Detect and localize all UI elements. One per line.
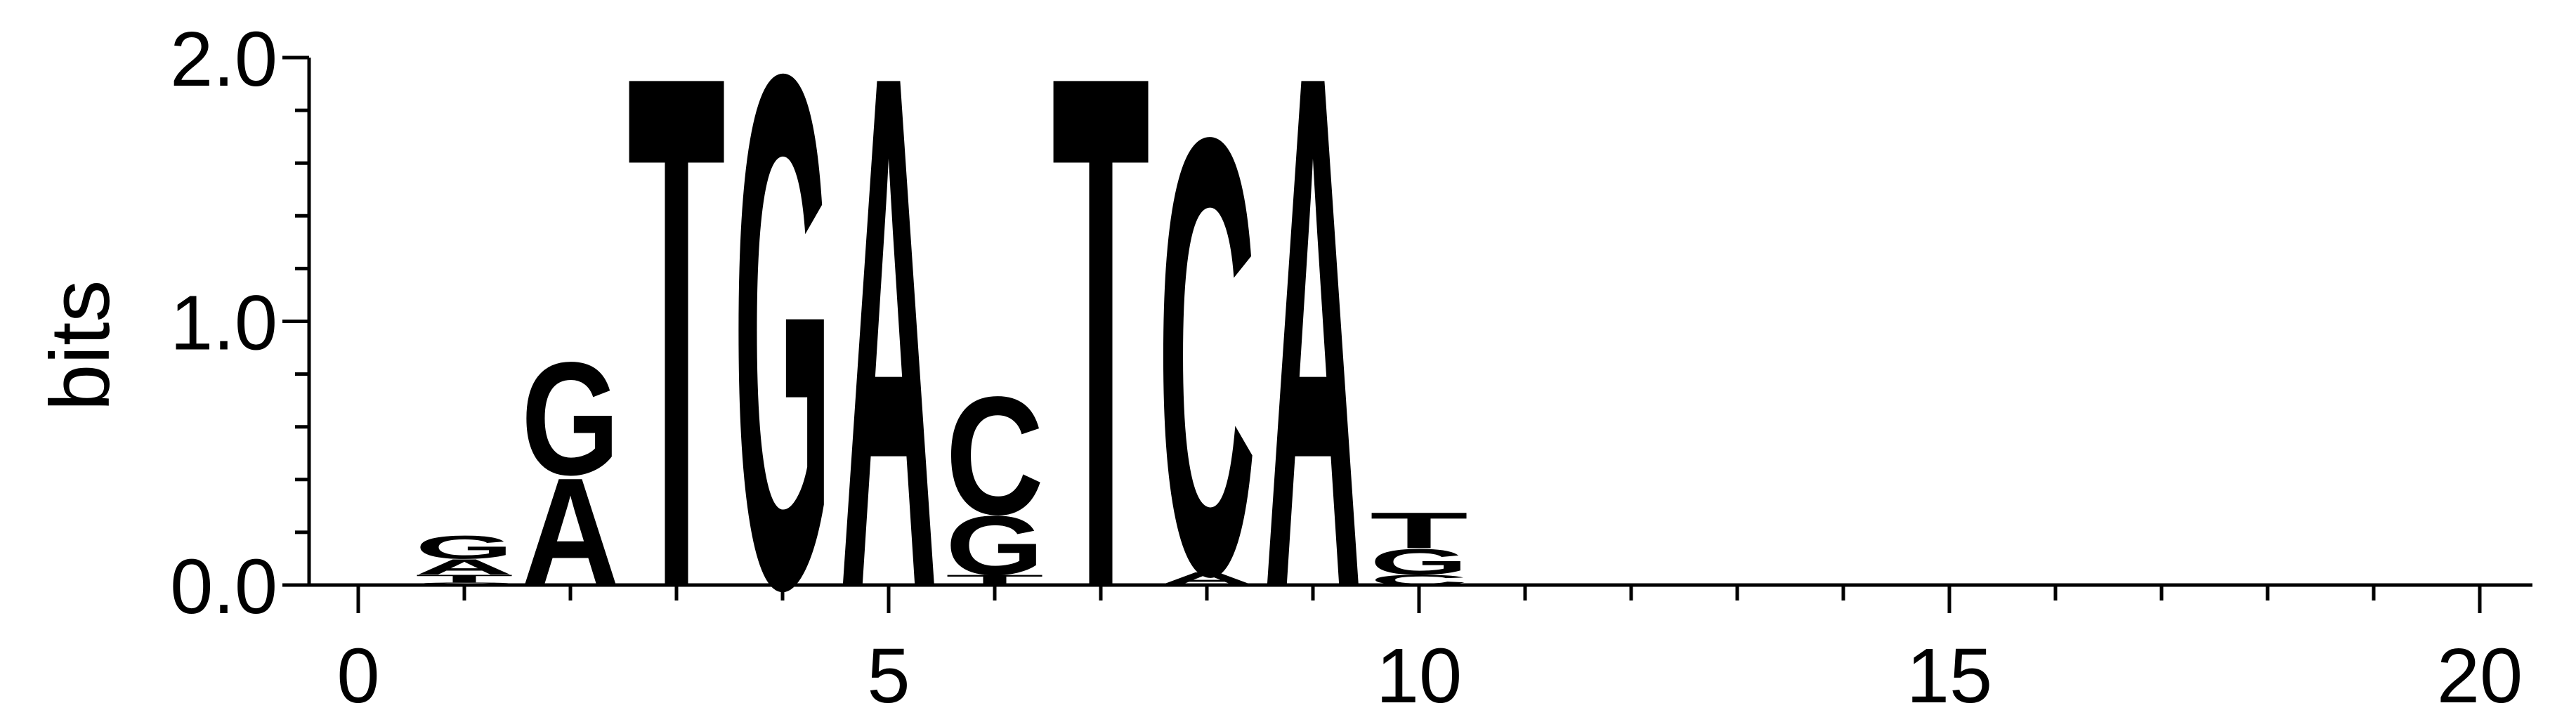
letter-g: G (415, 529, 514, 565)
y-axis-label: bits (33, 280, 127, 412)
letter-c: C (1370, 572, 1468, 588)
logo-column: CGT (1370, 502, 1468, 589)
x-tick-label: 0 (336, 633, 379, 719)
logo-column: A (1264, 0, 1362, 722)
letter-c: C (946, 362, 1044, 550)
letter-t: T (1052, 0, 1150, 722)
logo-column: T (1052, 0, 1150, 722)
x-axis: 0 5 10 15 20 (309, 583, 2532, 719)
letter-g: G (521, 328, 620, 508)
letter-t: T (415, 572, 514, 584)
letter-t: T (946, 572, 1044, 588)
letter-c: C (1158, 8, 1256, 704)
logo-column: AC (1158, 8, 1256, 704)
logo-column: AG (521, 328, 620, 617)
letter-g: G (733, 0, 832, 722)
letter-a: A (839, 0, 938, 722)
y-axis: 0.0 1.0 2.0 (170, 16, 311, 630)
x-tick-label: 20 (2437, 633, 2523, 719)
letter-c: C (415, 582, 514, 586)
y-tick-label: 2.0 (170, 16, 277, 103)
x-tick-label: 10 (1376, 633, 1462, 719)
logo-column: T (627, 0, 726, 722)
logo-column: A (839, 0, 938, 722)
letter-g: G (946, 499, 1044, 593)
letter-g: G (1370, 542, 1468, 582)
letter-t: T (627, 0, 726, 722)
x-tick-label: 5 (867, 633, 910, 719)
letter-a: A (521, 446, 620, 618)
letter-a: A (1158, 569, 1256, 589)
letter-a: A (1264, 0, 1362, 722)
letter-a: A (415, 555, 514, 579)
y-tick-label: 1.0 (170, 280, 277, 367)
y-tick-label: 0.0 (170, 544, 277, 630)
x-tick-label: 15 (1907, 633, 1992, 719)
logo-column: G (733, 0, 832, 722)
logo-column: TGC (946, 362, 1044, 593)
letter-t: T (1370, 502, 1468, 560)
